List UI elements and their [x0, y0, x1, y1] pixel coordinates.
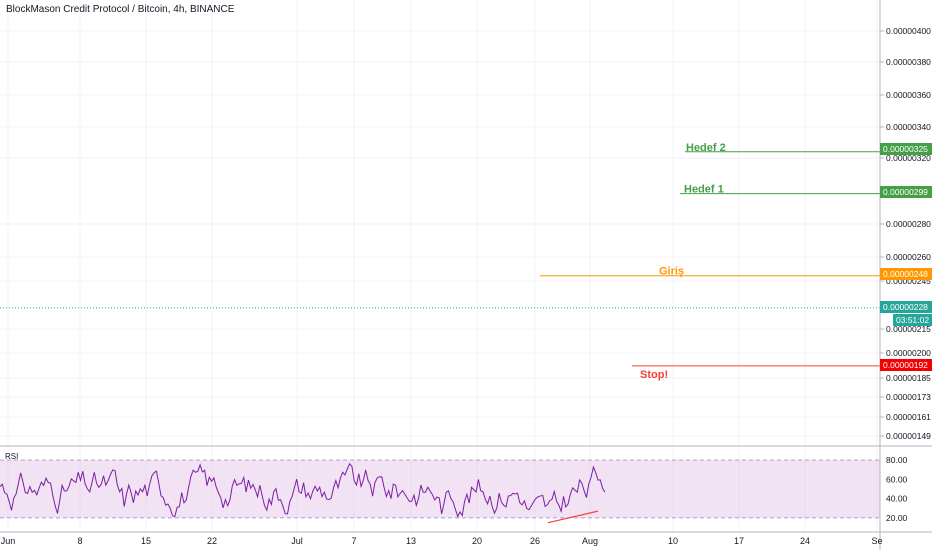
- rsi-divergence-line: [547, 510, 599, 524]
- price-axis-label: 0.00000149: [886, 431, 931, 441]
- bar-countdown: 03:51:02: [893, 314, 932, 326]
- time-axis-label: 13: [406, 536, 416, 546]
- time-axis-label: 22: [207, 536, 217, 546]
- price-axis-label: 0.00000380: [886, 57, 931, 67]
- time-axis-label: 15: [141, 536, 151, 546]
- time-axis-label: Jun: [1, 536, 16, 546]
- grid: [0, 0, 880, 532]
- time-axis-label: 8: [77, 536, 82, 546]
- rsi-axis-label: 60.00: [886, 474, 908, 484]
- price-axis-label: 0.00000340: [886, 122, 931, 132]
- level-lines: Hedef 2 Hedef 1 Giriş Stop!: [0, 142, 880, 381]
- rsi-axis-label: 20.00: [886, 513, 908, 523]
- hedef2-annotation: Hedef 2: [686, 142, 726, 154]
- rsi-line: [0, 462, 606, 518]
- hedef2-price-tag: 0.00000325: [880, 143, 932, 155]
- time-axis-label: 10: [668, 536, 678, 546]
- chart-title: BlockMason Credit Protocol / Bitcoin, 4h…: [6, 4, 235, 15]
- rsi-label: RSI: [5, 452, 18, 461]
- rsi-panel: RSI 80.00 60.00 40.00 20.00: [0, 452, 908, 524]
- current-price-tag: 0.00000228: [880, 301, 932, 313]
- time-axis-label: 20: [472, 536, 482, 546]
- price-axis-label: 0.00000200: [886, 348, 931, 358]
- time-axis-label: Se: [871, 536, 882, 546]
- price-axis-label: 0.00000280: [886, 219, 931, 229]
- price-axis-label: 0.00000260: [886, 252, 931, 262]
- stop-annotation: Stop!: [640, 369, 668, 381]
- price-axis-label: 0.00000173: [886, 392, 931, 402]
- price-axis-label: 0.00000161: [886, 412, 931, 422]
- time-axis-label: Jul: [291, 536, 303, 546]
- rsi-band: [0, 460, 880, 518]
- price-axis-label: 0.00000215: [886, 324, 931, 334]
- time-axis-label: 7: [351, 536, 356, 546]
- time-axis-label: 17: [734, 536, 744, 546]
- rsi-axis-label: 80.00: [886, 455, 908, 465]
- price-axis-label: 0.00000185: [886, 373, 931, 383]
- hedef1-annotation: Hedef 1: [684, 184, 724, 196]
- rsi-axis-label: 40.00: [886, 494, 908, 504]
- time-axis-label: 24: [800, 536, 810, 546]
- giris-price-tag: 0.00000248: [880, 268, 932, 280]
- time-axis-label: Aug: [582, 536, 598, 546]
- giris-annotation: Giriş: [659, 266, 684, 278]
- price-axis-label: 0.00000400: [886, 26, 931, 36]
- price-axis-label: 0.00000320: [886, 153, 931, 163]
- time-axis-label: 26: [530, 536, 540, 546]
- hedef1-price-tag: 0.00000299: [880, 186, 932, 198]
- stop-price-tag: 0.00000192: [880, 359, 932, 371]
- price-axis-label: 0.00000245: [886, 276, 931, 286]
- price-axis-label: 0.00000360: [886, 90, 931, 100]
